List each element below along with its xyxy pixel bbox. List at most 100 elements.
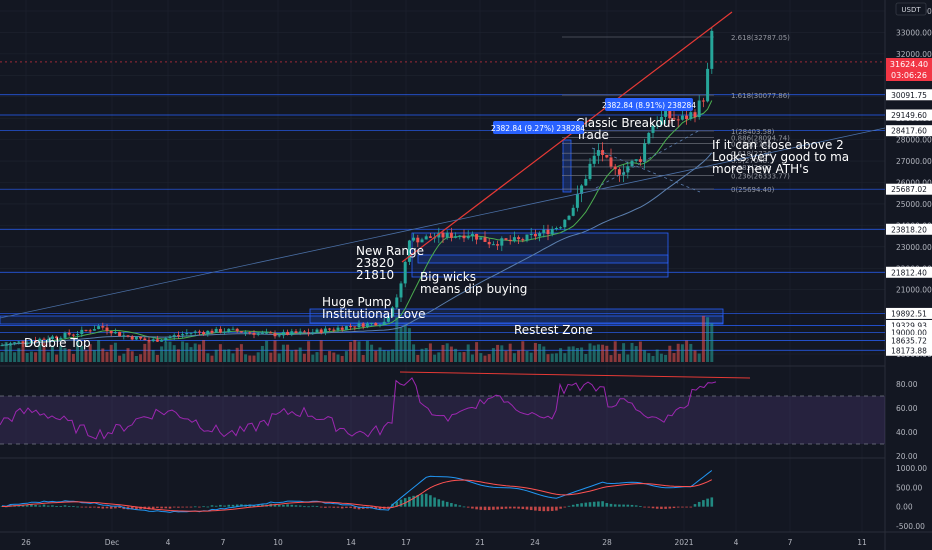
macd-hist-bar: [555, 506, 558, 511]
candle-body: [172, 335, 176, 337]
fib-level-label: 1.618(30077.86): [731, 92, 790, 100]
macd-hist-bar: [21, 505, 25, 507]
candle-body: [533, 234, 537, 237]
volume-bar: [189, 347, 193, 362]
candle-body: [407, 240, 411, 262]
macd-hist-bar: [315, 505, 319, 507]
macd-hist-bar: [525, 506, 529, 510]
level-label: 21812.40: [891, 268, 927, 277]
candle-body: [168, 336, 172, 339]
candle-body: [223, 331, 227, 333]
candle-body: [235, 328, 239, 332]
volume-bar: [500, 345, 504, 362]
macd-hist-bar: [42, 504, 46, 507]
macd-tick-label: 500.00: [896, 483, 922, 492]
volume-bar: [487, 354, 491, 362]
macd-hist-bar: [655, 506, 659, 509]
volume-bar: [668, 345, 672, 362]
volume-bar: [550, 353, 554, 362]
candle-body: [328, 328, 332, 330]
candle-body: [361, 323, 365, 327]
macd-hist-bar: [597, 501, 600, 507]
volume-bar: [458, 352, 462, 362]
volume-bar: [197, 344, 201, 362]
target-label-2: 2382.84 (8.91%) 238284: [602, 101, 696, 110]
macd-hist-bar: [72, 506, 75, 507]
macd-hist-bar: [332, 506, 336, 508]
candle-body: [290, 331, 294, 335]
macd-hist-bar: [252, 504, 256, 507]
candle-body: [634, 159, 638, 161]
volume-bars: [0, 315, 714, 362]
volume-bar: [315, 352, 319, 362]
measured-move-box: [562, 139, 572, 193]
macd-tick-label: -500.00: [896, 522, 925, 531]
volume-bar: [92, 350, 96, 362]
macd-hist-bar: [420, 494, 424, 507]
macd-hist-bar: [676, 506, 680, 508]
macd-hist-bar: [135, 506, 138, 510]
volume-bar: [113, 342, 117, 362]
volume-bar: [563, 353, 567, 362]
macd-hist-bar: [576, 503, 579, 507]
macd-hist-bar: [17, 505, 21, 507]
candle-body: [29, 340, 33, 343]
target-label-1: 2382.84 (9.27%) 238284: [491, 124, 585, 133]
candle-body: [403, 261, 407, 284]
volume-bar: [680, 344, 684, 362]
volume-bar: [17, 348, 21, 362]
volume-bar: [428, 343, 432, 362]
annotation-ath: more new ATH's: [712, 162, 809, 176]
macd-hist-bar: [349, 506, 352, 508]
volume-bar: [361, 354, 365, 362]
candle-body: [55, 336, 59, 339]
volume-bar: [328, 351, 332, 362]
currency-badge[interactable]: [895, 2, 927, 16]
volume-bar: [567, 346, 571, 362]
candle-body: [353, 326, 357, 328]
time-tick-label: 21: [475, 538, 485, 547]
candle-body: [487, 241, 491, 245]
candle-body: [475, 233, 479, 240]
volume-bar: [298, 347, 302, 362]
candle-body: [449, 232, 453, 238]
candle-body: [508, 239, 512, 242]
macd-hist-bar: [189, 506, 193, 508]
volume-bar: [470, 354, 474, 362]
macd-hist-bar: [479, 506, 483, 510]
macd-hist-bar: [664, 506, 667, 509]
macd-hist-bar: [290, 504, 294, 507]
time-axis[interactable]: 26 Dec 4 7 10 14 17 21 24 28 2021 4 7 11: [21, 538, 867, 547]
macd-hist-bar: [67, 505, 71, 507]
macd-hist-bar: [328, 506, 331, 508]
macd-hist-bar: [353, 506, 357, 509]
candle-body: [332, 329, 336, 331]
volume-bar: [395, 317, 399, 362]
macd-hist-bar: [571, 504, 575, 507]
candle-body: [630, 160, 634, 167]
candle-body: [512, 237, 516, 242]
volume-bar: [386, 350, 390, 362]
volume-bar: [517, 350, 521, 362]
macd-hist-bar: [340, 506, 344, 509]
candle-body: [197, 331, 201, 333]
macd-hist-bar: [710, 497, 714, 507]
volume-bar: [403, 324, 407, 362]
volume-bar: [504, 350, 508, 362]
macd-hist-bar: [177, 506, 180, 508]
time-tick-label: 28: [602, 538, 612, 547]
macd-hist-bar: [433, 497, 436, 507]
volume-bar: [424, 348, 428, 362]
volume-bar: [168, 341, 172, 362]
candle-body: [638, 159, 642, 162]
macd-hist-bar: [59, 505, 63, 507]
macd-hist-bar: [395, 501, 399, 507]
volume-bar: [97, 340, 101, 362]
macd-hist-bar: [324, 506, 327, 508]
candle-body: [525, 234, 529, 241]
candle-body: [689, 112, 693, 120]
macd-hist-bar: [286, 504, 289, 507]
volume-bar: [466, 344, 470, 362]
time-tick-label: 2021: [674, 538, 693, 547]
